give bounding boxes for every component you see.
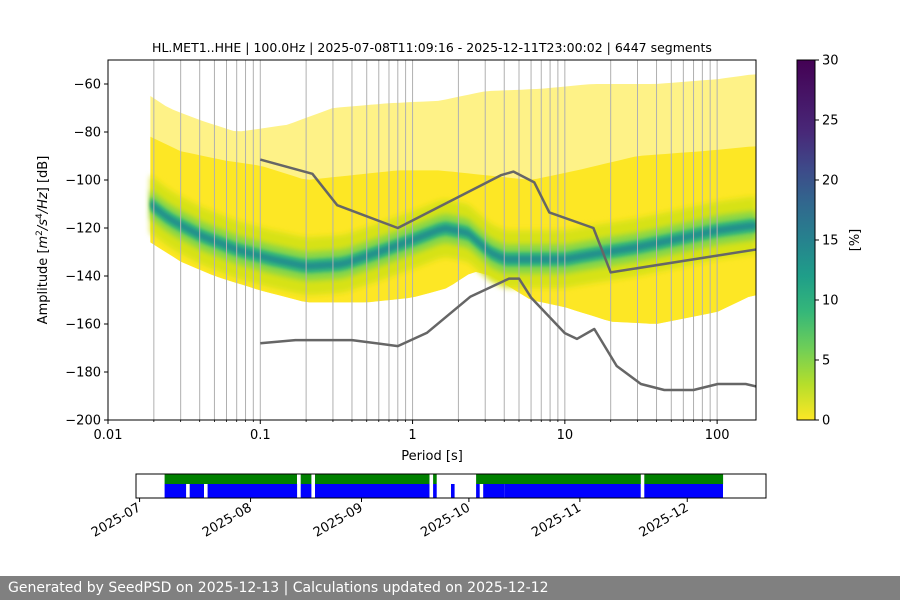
timeline-data-segment [655,484,723,498]
timeline-data-segment [300,484,312,498]
figure: HL.MET1..HHE | 100.0Hz | 2025-07-08T11:0… [35,40,863,541]
timeline-calculated-segment [164,474,297,484]
chart-title: HL.MET1..HHE | 100.0Hz | 2025-07-08T11:0… [152,40,712,55]
y-axis-label-hz: /Hz [36,191,51,214]
timeline-tick-label: 2025-10 [418,500,473,540]
y-tick-label: −140 [65,270,101,285]
timeline-data-segment [483,484,505,498]
noise-model-curves [259,158,756,392]
heatmap-band-peak [150,200,756,270]
y-axis-label-exp2: 2 [35,230,45,236]
y-tick-label: −200 [65,414,101,429]
colorbar-tick-label: 25 [822,114,839,129]
colorbar-gradient [796,59,816,421]
timeline-tick-label: 2025-07 [89,500,144,540]
timeline-data-segment [504,484,641,498]
timeline-tick-label: 2025-09 [311,500,366,540]
series-nlnm [260,277,756,392]
timeline-chart: 2025-07 2025-08 2025-09 2025-10 2025-11 2025-… [89,473,767,541]
x-tick-label: 10 [557,428,574,443]
y-axis-label-suffix: ] [dB] [36,156,51,193]
colorbar-label: [%] [848,229,863,252]
footer-text: Generated by SeedPSD on 2025-12-13 | Cal… [0,576,900,600]
y-axis-label-exp4: 4 [35,213,45,219]
timeline-calculated-segment [476,474,641,484]
series-nhnm [259,158,756,274]
colorbar-tick-label: 30 [822,54,839,69]
colorbar-tick-label: 5 [822,354,830,369]
timeline-calculated-segment [433,474,437,484]
y-axis-label-m: m [36,236,51,249]
x-tick-label: 0.1 [250,428,271,443]
psd-chart: HL.MET1..HHE | 100.0Hz | 2025-07-08T11:0… [35,40,757,464]
y-tick-label: −180 [65,366,101,381]
colorbar-ticks: 0 5 10 15 20 25 30 [815,54,839,429]
grid-lines [108,60,718,420]
timeline-data-segment [164,484,187,498]
y-tick-label: −80 [74,126,101,141]
y-axis-ticks: −60 −80 −100 −120 −140 −160 −180 −200 [65,78,108,429]
x-axis-label: Period [s] [401,449,463,464]
timeline-calculated-segment [300,474,312,484]
y-axis-label-prefix: Amplitude [ [36,248,51,324]
timeline-data-segment [433,484,437,498]
timeline-calculated-segment [315,474,430,484]
x-tick-label: 0.01 [94,428,123,443]
timeline-data-segment [315,484,341,498]
colorbar-tick-label: 15 [822,234,839,249]
colorbar: 0 5 10 15 20 25 30 [%] [796,54,863,429]
timeline-ticks: 2025-07 2025-08 2025-09 2025-10 2025-11 2025-… [89,498,691,541]
y-tick-label: −160 [65,318,101,333]
timeline-tick-label: 2025-12 [637,500,692,540]
y-tick-label: −60 [74,78,101,93]
colorbar-tick-label: 10 [822,294,839,309]
x-tick-label: 100 [705,428,730,443]
timeline-data-segment [189,484,204,498]
timeline-frame [135,473,767,499]
colorbar-tick-label: 0 [822,414,830,429]
y-tick-label: −100 [65,174,101,189]
timeline-data-segment [207,484,298,498]
timeline-data-segment [340,484,430,498]
timeline-data-segment [476,484,480,498]
timeline-tick-label: 2025-08 [200,500,255,540]
timeline-tick-label: 2025-11 [529,500,584,540]
y-axis-label: Amplitude [m2/s4/Hz] [dB] [35,156,51,325]
plot-frame [107,59,757,421]
x-tick-label: 1 [408,428,416,443]
x-axis-ticks: 0.01 0.1 1 10 100 [94,420,730,443]
y-axis-label-s: /s [36,219,51,231]
timeline-data-segment [644,484,655,498]
timeline-bars [164,474,724,498]
timeline-data-segment [451,484,455,498]
timeline-calculated-segment [644,474,724,484]
y-tick-label: −120 [65,222,101,237]
colorbar-tick-label: 20 [822,174,839,189]
